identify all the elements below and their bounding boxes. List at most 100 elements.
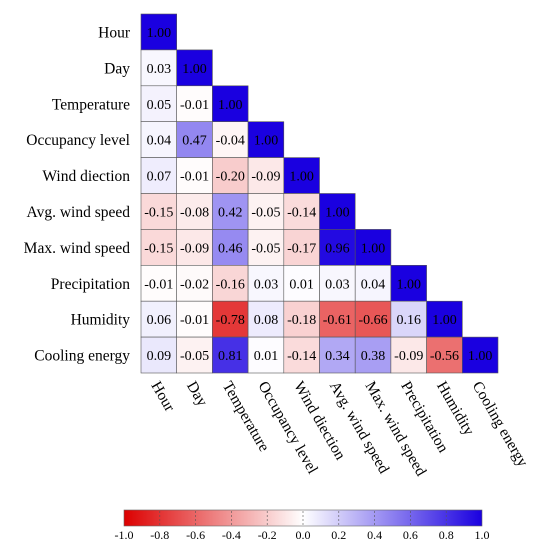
row-label-wind-diection: Wind diection [42,168,130,185]
cell-value-label: -0.09 [394,349,423,364]
colorbar-tick-label: 0.4 [367,528,382,542]
cell-value-label: -0.15 [144,241,173,256]
heatmap-cell [461,336,499,374]
cell-value-label: -0.04 [216,134,245,149]
cell-value-label: 1.00 [182,62,207,77]
heatmap-cell [354,300,392,338]
row-label-avg-wind-speed: Avg. wind speed [27,204,131,221]
colorbar-tick-label: -1.0 [115,528,134,542]
heatmap-cell [283,336,320,374]
cell-value-label: 0.07 [147,170,172,185]
cell-value-label: -0.01 [180,98,209,113]
colorbar-tick-label: -0.4 [222,528,241,542]
cell-value-label: -0.66 [358,313,387,328]
heatmap-cell [176,229,213,266]
heatmap-cell [140,229,178,266]
heatmap-cell [319,229,356,266]
cell-value-label: 0.42 [218,205,243,220]
cell-value-label: 0.05 [147,98,172,113]
heatmap-cell [140,336,178,374]
heatmap-cell [319,193,356,230]
heatmap-cell [176,336,213,374]
heatmap-cell [212,85,249,123]
cell-value-label: -0.20 [216,170,245,185]
cell-value-label: -0.08 [180,205,209,220]
row-label-cooling-energy: Cooling energy [34,348,130,365]
colorbar: -1.0 -0.8 -0.6 -0.4 -0.2 0.0 0.2 0.4 0.6 0.8 1.0 [115,509,490,542]
heatmap-cell [319,300,356,338]
colorbar-tick-label: -0.8 [150,528,169,542]
heatmap-cell [140,300,178,338]
cell-value-label: 0.16 [397,313,422,328]
cell-value-label: 0.01 [289,277,314,292]
heatmap-cell [247,229,285,266]
heatmap-cell [212,300,249,338]
cell-value-label: 0.08 [254,313,279,328]
cell-value-label: -0.18 [287,313,316,328]
cell-value-label: -0.09 [251,170,280,185]
colorbar-tick-label: 0.6 [403,528,418,542]
heatmap-cell [176,157,213,194]
cell-value-label: 0.04 [361,277,386,292]
column-label-cooling-energy: Cooling energy [469,379,532,471]
heatmap-cell [140,264,178,302]
cell-value-label: -0.78 [216,313,245,328]
colorbar-tick-label: -0.6 [186,528,205,542]
cell-value-label: 1.00 [397,277,422,292]
colorbar-tick-label: -0.2 [258,528,277,542]
cell-value-label: 0.03 [254,277,279,292]
cell-value-label: -0.05 [180,349,209,364]
heatmap-cell [354,229,392,266]
cell-value-label: -0.09 [180,241,209,256]
cell-value-label: -0.01 [144,277,173,292]
cell-value-label: 1.00 [254,134,279,149]
heatmap-cell [247,336,285,374]
heatmap-cell [212,264,249,302]
heatmap-cell [390,264,427,302]
cell-value-label: 1.00 [468,349,493,364]
cell-value-label: 0.46 [218,241,243,256]
heatmap-cell [426,300,463,338]
cell-value-label: 0.38 [361,349,386,364]
row-label-day: Day [104,60,130,77]
cell-value-label: 1.00 [289,170,314,185]
cell-value-label: 0.03 [147,62,172,77]
colorbar-tick-label: 0.2 [331,528,346,542]
cell-value-label: 1.00 [361,241,386,256]
heatmap-cell [390,336,427,374]
cell-value-label: -0.56 [430,349,459,364]
heatmap-cell [247,300,285,338]
heatmap-cell [247,157,285,194]
cell-value-label: 0.06 [147,313,172,328]
row-label-max-wind-speed: Max. wind speed [24,240,131,257]
cell-value-label: -0.05 [251,241,280,256]
heatmap-cell [283,193,320,230]
cell-value-label: 1.00 [325,205,350,220]
row-label-humidity: Humidity [71,312,131,329]
cell-value-label: 0.96 [325,241,350,256]
cell-value-label: -0.16 [216,277,245,292]
cell-value-label: -0.14 [287,205,316,220]
cell-value-label: -0.15 [144,205,173,220]
heatmap-cell [319,336,356,374]
cell-value-label: -0.14 [287,349,316,364]
heatmap-cells: 1.00 0.03 1.00 0.05 -0.01 1.00 0.04 0.47 -0.04 1.… [140,13,499,374]
cell-value-label: 0.34 [325,349,350,364]
row-label-temperature: Temperature [52,96,130,113]
colorbar-tick-label: 0.0 [296,528,311,542]
heatmap-cell [176,193,213,230]
colorbar-tick-label: 1.0 [475,528,490,542]
colorbar-gradient [123,509,483,527]
heatmap-cell [140,193,178,230]
cell-value-label: -0.01 [180,313,209,328]
column-label-day: Day [183,379,211,410]
cell-value-label: 0.09 [147,349,172,364]
column-label-hour: Hour [147,379,178,416]
heatmap-cell [176,49,213,87]
row-label-hour: Hour [98,24,131,41]
cell-value-label: -0.02 [180,277,209,292]
cell-value-label: -0.61 [323,313,352,328]
cell-value-label: 0.81 [218,349,243,364]
heatmap-cell [140,49,178,87]
